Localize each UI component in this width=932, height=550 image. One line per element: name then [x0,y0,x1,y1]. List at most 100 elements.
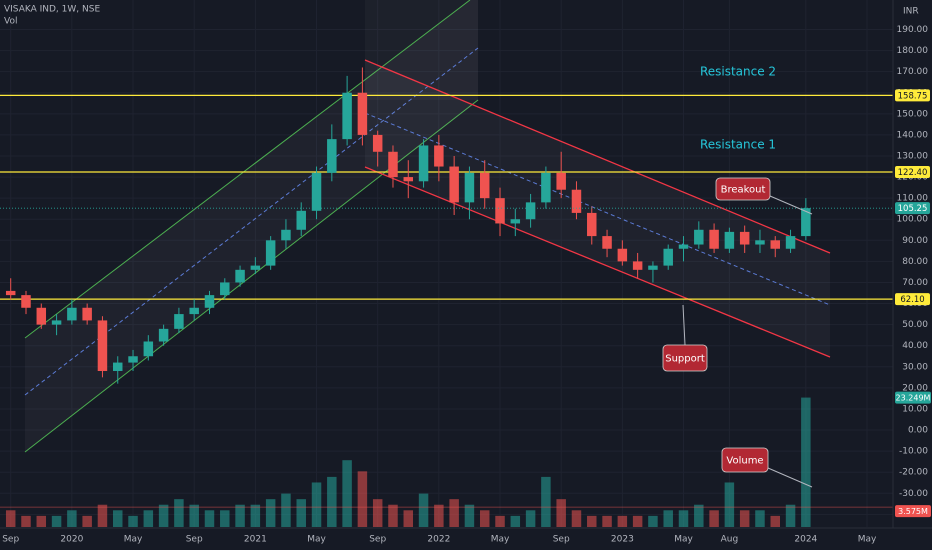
volume-bar [21,515,31,527]
volume-bar [785,504,796,527]
volume-bar [36,515,47,527]
volume-bar [602,515,612,527]
candle-body [97,320,108,372]
volume-bar [388,504,398,527]
volume-bar [403,510,414,527]
candle-body [541,172,551,203]
y-tick-label: 0.00 [908,426,928,436]
candle-body [739,231,750,245]
candle-body [449,166,459,203]
volume-bar [694,504,704,527]
volume-bar [82,515,92,527]
volume-bar [128,515,138,527]
candle-body [663,248,673,266]
candle-body [51,320,62,325]
x-tick-label: Sep [186,535,203,545]
x-tick-label: May [674,535,693,545]
candle-body [556,172,566,190]
x-tick-label: 2022 [427,535,450,545]
volume-bar [770,515,780,527]
volume-bar [418,493,429,527]
volume-bar [755,510,765,527]
level-label-bg [895,293,930,306]
candle-body [235,269,245,283]
candle-body [648,265,658,270]
volume-bar [281,493,291,527]
callout-box [662,344,708,372]
chart-title: VISAKA IND, 1W, NSE [4,5,100,15]
candle-body [128,356,138,363]
x-tick-label: 2020 [60,535,83,545]
volume-bar [801,397,811,527]
x-tick-label: Sep [2,535,19,545]
candle-body [250,265,261,270]
y-tick-label: 180.00 [897,46,929,56]
x-tick-label: Sep [369,535,386,545]
volume-bar [724,482,735,527]
y-tick-label: 70.00 [902,278,928,288]
candle-body [204,295,215,308]
x-tick-label: May [307,535,326,545]
candle-body [82,307,92,321]
x-tick-label: 2021 [244,535,267,545]
y-tick-label: 140.00 [897,130,929,140]
candle-body [479,172,490,199]
candle-body [403,177,414,182]
candle-body [296,210,306,230]
volume-bars [0,397,893,527]
candle-body [785,236,796,249]
x-tick-label: Sep [553,535,570,545]
candle-body [632,261,643,270]
subtitle: Vol [4,17,17,27]
candle-body [724,231,735,249]
volume-bar [434,504,444,527]
volume-bar [464,504,475,527]
candle-body [587,212,597,237]
x-tick-label: 2024 [794,535,817,545]
callout-pointer [682,304,686,346]
candle-body [571,189,582,213]
volume-bar [51,515,62,527]
volume-bar [204,510,215,527]
y-tick-label: 10.00 [902,404,928,414]
candle-body [372,134,383,152]
y-tick-label: 190.00 [897,25,929,35]
y-tick-label: 30.00 [902,362,928,372]
candle-body [602,236,612,249]
axis-labels: 190.00180.00170.00160.00150.00140.00130.… [2,25,931,545]
y-tick-label: 150.00 [897,109,929,119]
volume-bar [296,499,306,527]
last-price-label: 105.25 [898,204,928,214]
volume-bar [342,460,352,527]
volume-ma-label-bg [895,505,931,518]
volume-bar [510,515,521,527]
candle-body [464,172,475,203]
candle-body [327,139,337,173]
last-price-label-bg [895,202,930,215]
candle-body [311,172,322,211]
volume-label: 23.249M [896,394,931,403]
currency: INR [903,7,919,17]
y-tick-label: 90.00 [902,236,928,246]
y-tick-label: 50.00 [902,320,928,330]
x-tick-label: May [491,535,510,545]
volume-bar [143,510,154,527]
volume-bar [220,510,230,527]
volume-bar [495,515,505,527]
y-tick-label: -30.00 [899,489,928,499]
annotation: Resistance 2 [700,65,776,79]
candle-body [158,328,169,342]
volume-bar [663,510,673,527]
level-label-bg [895,166,930,179]
level-label: 62.10 [900,295,924,305]
channel-line [364,59,831,254]
y-tick-label: 40.00 [902,341,928,351]
candle-body [113,362,123,372]
candle-body [388,151,398,178]
y-tick-label: 170.00 [897,67,929,77]
annotation: Volume [726,456,763,467]
channel-line [24,0,471,339]
level-label: 158.75 [898,91,928,101]
